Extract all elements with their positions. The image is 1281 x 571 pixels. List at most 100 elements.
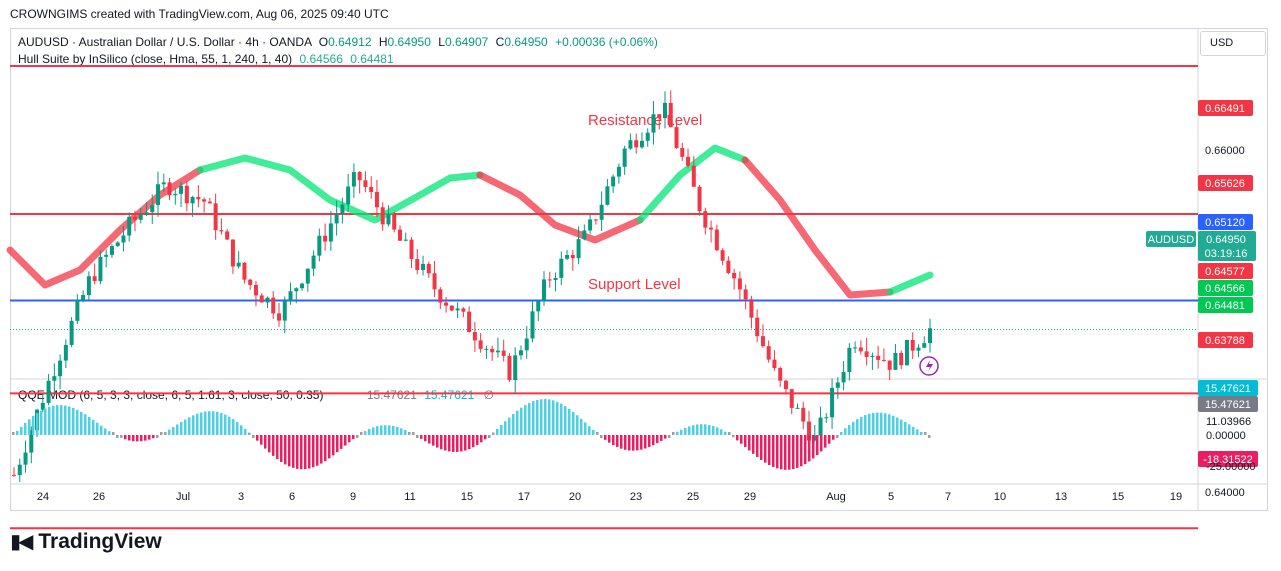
qqe-histogram-bar — [660, 435, 663, 441]
candle-body — [29, 430, 34, 453]
candle-body — [161, 182, 166, 185]
qqe-legend[interactable]: QQE MOD (6, 5, 3, 3, close, 6, 5, 1.61, … — [18, 388, 494, 402]
candle-body — [334, 213, 339, 224]
qqe-histogram-bar — [580, 418, 583, 435]
qqe-histogram-bar — [32, 416, 35, 435]
tradingview-brand: TradingView — [38, 530, 162, 553]
price-level-label-bg — [1198, 332, 1253, 348]
qqe-histogram-bar — [840, 431, 843, 435]
qqe-histogram-bar — [536, 399, 539, 435]
candle-body — [616, 166, 621, 177]
qqe-histogram-bar — [524, 405, 527, 435]
currency-selector[interactable] — [1200, 31, 1266, 56]
candle-body — [63, 344, 68, 361]
qqe-histogram-bar — [696, 424, 699, 435]
qqe-histogram-bar — [868, 413, 871, 435]
candle-body — [830, 387, 835, 418]
qqe-histogram-bar — [308, 435, 311, 469]
qqe-histogram-bar — [752, 435, 755, 454]
candle-body — [179, 185, 184, 194]
qqe-histogram-bar — [76, 409, 79, 435]
candle-body — [98, 256, 103, 282]
qqe-histogram-bar — [644, 435, 647, 449]
qqe-histogram-bar — [56, 405, 59, 435]
candle-body — [657, 114, 662, 119]
qqe-histogram-bar — [268, 435, 271, 453]
qqe-histogram-bar — [468, 435, 471, 450]
qqe-histogram-bar — [556, 401, 559, 435]
qqe-histogram-bar — [448, 435, 451, 452]
qqe-histogram-bar — [428, 435, 431, 444]
qqe-histogram-bar — [728, 432, 731, 435]
qqe-histogram-bar — [716, 427, 719, 435]
hull-band-segment — [741, 156, 894, 299]
qqe-histogram-bar — [84, 414, 87, 435]
candle-body — [743, 289, 748, 300]
tradingview-logo: ▮◀ TradingView — [10, 529, 162, 554]
qqe-histogram-bar — [212, 411, 215, 435]
time-tick-label: 26 — [93, 491, 105, 503]
qqe-histogram-bar — [324, 435, 327, 462]
time-tick-label: 19 — [1170, 491, 1182, 503]
candle-body — [634, 140, 639, 148]
qqe-histogram-bar — [748, 435, 751, 451]
candle-body — [328, 223, 333, 242]
qqe-histogram-bar — [184, 419, 187, 435]
qqe-histogram-bar — [884, 413, 887, 435]
candle-body — [323, 235, 328, 242]
qqe-histogram-bar — [284, 435, 287, 465]
candle-body — [386, 214, 391, 225]
candle-body — [58, 360, 63, 377]
qqe-histogram-bar — [64, 405, 67, 435]
candle-body — [490, 348, 495, 353]
qqe-histogram-bar — [704, 424, 707, 435]
qqe-histogram-bar — [188, 417, 191, 435]
qqe-histogram-bar — [804, 435, 807, 465]
qqe-histogram-bar — [292, 435, 295, 468]
qqe-histogram-bar — [444, 435, 447, 451]
qqe-histogram-bar — [436, 435, 439, 448]
candle-body — [449, 305, 454, 311]
candle-body — [542, 279, 547, 302]
qqe-histogram-bar — [676, 431, 679, 435]
qqe-histogram-bar — [464, 435, 467, 451]
qqe-histogram-bar — [832, 435, 835, 440]
candle-body — [23, 452, 28, 465]
candle-body — [219, 230, 224, 232]
qqe-histogram-bar — [800, 435, 803, 467]
candle-body — [173, 193, 178, 196]
qqe-histogram-bar — [584, 422, 587, 435]
qqe-histogram-bar — [588, 426, 591, 435]
candle-body — [300, 283, 305, 289]
qqe-histogram-bar — [144, 435, 147, 441]
qqe-histogram-bar — [924, 432, 927, 435]
qqe-histogram-bar — [872, 412, 875, 435]
candle-body — [196, 197, 201, 200]
qqe-histogram-bar — [160, 432, 163, 435]
qqe-histogram-bar — [440, 435, 443, 450]
qqe-histogram-bar — [176, 424, 179, 435]
candle-body — [138, 214, 143, 220]
qqe-histogram-bar — [472, 435, 475, 448]
candle-body — [530, 311, 535, 339]
high-value: 0.64950 — [387, 35, 431, 49]
symbol-legend[interactable]: AUDUSD · Australian Dollar / U.S. Dollar… — [18, 35, 658, 49]
low-value: 0.64907 — [444, 35, 489, 49]
indicator-legend[interactable]: Hull Suite by InSilico (close, Hma, 55, … — [18, 52, 394, 66]
candle-body — [714, 229, 719, 251]
time-tick-label: 20 — [569, 491, 581, 503]
candle-body — [789, 389, 794, 408]
candle-body — [645, 132, 650, 141]
candle-body — [282, 301, 287, 321]
price-level-label: 0.66491 — [1205, 103, 1245, 115]
qqe-histogram-bar — [908, 424, 911, 435]
indicator-value-1: 0.64566 — [299, 52, 343, 66]
qqe-histogram-bar — [684, 427, 687, 435]
price-tick-label: 0.66000 — [1205, 145, 1245, 157]
candle-body — [922, 343, 927, 348]
qqe-histogram-bar — [384, 425, 387, 435]
qqe-histogram-bar — [808, 435, 811, 462]
qqe-histogram-bar — [200, 412, 203, 435]
time-tick-label: 7 — [945, 491, 951, 503]
